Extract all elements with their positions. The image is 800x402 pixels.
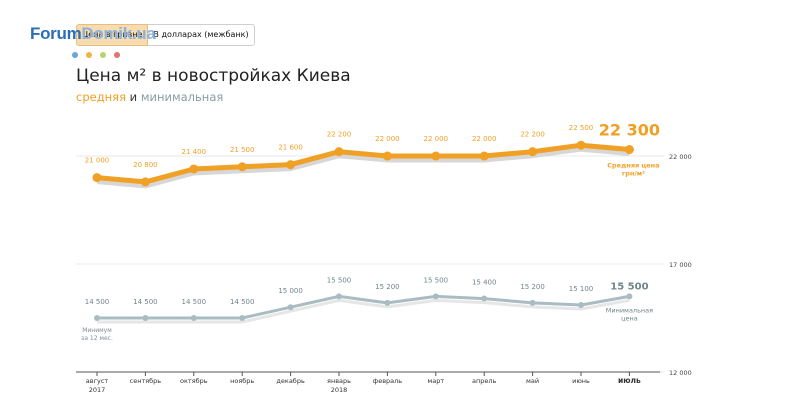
average-series-point bbox=[237, 162, 247, 172]
minimal-final-value: 15 500 bbox=[610, 281, 648, 292]
average-series-data-label: 22 000 bbox=[375, 135, 400, 143]
average-series-data-label: 22 200 bbox=[520, 131, 545, 139]
minimal-series-data-label: 15 400 bbox=[472, 279, 497, 287]
average-series-point bbox=[576, 140, 586, 150]
average-series-point bbox=[92, 173, 102, 183]
logo-dot bbox=[86, 52, 92, 58]
average-series-data-label: 22 000 bbox=[424, 135, 449, 143]
average-series-data-label: 21 500 bbox=[230, 146, 255, 154]
minimal-series-data-label: 14 500 bbox=[133, 298, 158, 306]
average-series-data-label: 21 000 bbox=[85, 157, 110, 165]
average-series-data-label: 22 200 bbox=[327, 131, 352, 139]
average-series-name: Средняя цена грн/м² bbox=[607, 162, 659, 178]
minimal-series-data-label: 15 000 bbox=[278, 287, 303, 295]
minimal-series-name: Минимальная цена bbox=[606, 306, 653, 322]
logo-dot bbox=[100, 52, 106, 58]
minimal-series-data-label: 15 500 bbox=[424, 276, 449, 284]
x-tick-label: май bbox=[526, 377, 539, 385]
x-tick-label: апрель bbox=[472, 377, 497, 385]
y-tick-label: 22 000 bbox=[669, 153, 692, 161]
minimal-series-data-label: 14 500 bbox=[182, 298, 207, 306]
x-tick-label: ноябрь bbox=[230, 377, 254, 385]
minimal-series-point bbox=[239, 315, 246, 321]
usd-price-button[interactable]: В долларах (межбанк) bbox=[148, 24, 255, 46]
average-series-point bbox=[286, 160, 296, 170]
minimum-annotation: Минимум за 12 мес. bbox=[81, 327, 113, 342]
minimal-series-data-label: 15 200 bbox=[520, 283, 545, 291]
average-final-value: 22 300 bbox=[599, 121, 660, 140]
logo: ForumDomik.ua bbox=[30, 24, 156, 44]
average-series-point bbox=[479, 151, 489, 161]
chart-title: Цена м² в новостройках Киева bbox=[76, 66, 351, 86]
minimal-series-point bbox=[142, 315, 149, 321]
x-tick-label: октябрь bbox=[180, 377, 208, 385]
x-tick-label: июнь bbox=[572, 377, 590, 385]
minimal-series-point bbox=[384, 299, 391, 306]
average-series-data-label: 21 400 bbox=[182, 148, 207, 156]
minimal-series-data-label: 15 100 bbox=[569, 285, 594, 293]
minimal-series-line bbox=[95, 294, 631, 320]
uah-price-button[interactable]: Цена в гривне bbox=[76, 24, 149, 46]
average-series-line bbox=[94, 142, 632, 185]
x-tick-label: сентябрь bbox=[130, 377, 162, 385]
average-series-point bbox=[382, 151, 392, 161]
logo-dots bbox=[72, 43, 128, 62]
chart-subtitle: средняя и минимальная bbox=[76, 90, 223, 104]
minimal-series-data-label: 14 500 bbox=[230, 298, 255, 306]
average-series-data-label: 21 600 bbox=[278, 144, 303, 152]
minimal-series-point bbox=[287, 304, 294, 311]
x-tick-label: декабрь bbox=[276, 377, 305, 385]
average-series-point bbox=[624, 145, 634, 155]
minimal-series-data-label: 15 200 bbox=[375, 283, 400, 291]
average-series-shadow bbox=[96, 146, 630, 189]
subtitle-average: средняя bbox=[76, 90, 127, 104]
average-series-data-label: 22 500 bbox=[569, 124, 594, 132]
average-series-data-label: 20 800 bbox=[133, 161, 158, 169]
average-series-point bbox=[431, 151, 441, 161]
minimal-series-point bbox=[626, 293, 633, 300]
minimal-series-point bbox=[336, 293, 342, 300]
currency-toggle: Цена в гривне В долларах (межбанк) bbox=[76, 24, 255, 46]
logo-dot bbox=[114, 52, 120, 58]
minimal-series-point bbox=[578, 302, 584, 309]
average-series-point bbox=[140, 177, 150, 187]
minimal-series-point bbox=[432, 293, 439, 300]
subtitle-minimal: минимальная bbox=[140, 90, 224, 104]
minimal-series-point bbox=[94, 315, 100, 321]
minimal-series-shadow bbox=[97, 298, 630, 324]
logo-text-part1: Forum bbox=[30, 24, 82, 43]
minimal-series-point bbox=[481, 295, 488, 302]
logo-text-part2: Domik.ua bbox=[81, 24, 156, 43]
x-tick-label: январь 2018 bbox=[327, 377, 351, 394]
minimal-series-point bbox=[529, 299, 536, 306]
subtitle-and: и bbox=[126, 90, 141, 104]
y-tick-label: 17 000 bbox=[669, 261, 692, 269]
x-tick-label: август 2017 bbox=[86, 377, 109, 394]
x-tick-label: июль bbox=[618, 376, 641, 385]
average-series-point bbox=[334, 147, 344, 157]
minimal-series-data-label: 14 500 bbox=[85, 298, 110, 306]
average-series-data-label: 22 000 bbox=[472, 135, 497, 143]
minimal-series-data-label: 15 500 bbox=[327, 276, 352, 284]
logo-dot bbox=[72, 52, 78, 58]
average-series-point bbox=[528, 147, 538, 157]
x-tick-label: февраль bbox=[373, 377, 403, 385]
y-tick-label: 12 000 bbox=[669, 369, 692, 377]
minimal-series-point bbox=[190, 315, 197, 321]
average-series-point bbox=[189, 164, 199, 174]
x-tick-label: март bbox=[427, 377, 444, 385]
